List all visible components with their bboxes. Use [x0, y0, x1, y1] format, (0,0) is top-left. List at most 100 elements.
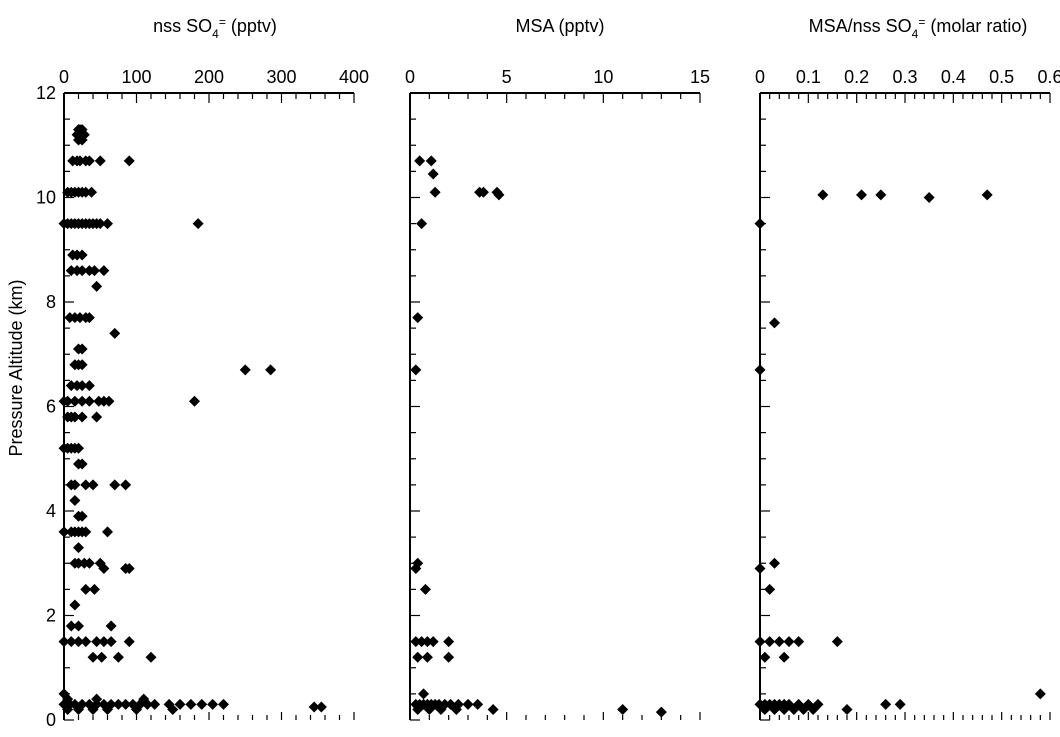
- data-point: [76, 510, 88, 522]
- data-point: [239, 364, 251, 376]
- y-axis-label: Pressure Altitude (km): [6, 279, 26, 456]
- data-point: [76, 343, 88, 355]
- data-point: [131, 704, 142, 716]
- data-point: [145, 651, 157, 663]
- data-point: [76, 380, 88, 392]
- data-point: [83, 557, 95, 569]
- x-tick-label: 300: [266, 67, 296, 87]
- data-point: [410, 364, 422, 376]
- data-point: [773, 636, 785, 648]
- data-point: [87, 704, 99, 716]
- panel-title: MSA (pptv): [515, 16, 604, 36]
- x-tick-label: 100: [121, 67, 151, 87]
- data-point: [416, 636, 428, 648]
- data-point: [655, 706, 667, 718]
- data-point: [58, 526, 70, 538]
- y-tick-label: 8: [46, 292, 56, 312]
- panel-3: MSA/nss SO4= (molar ratio) 0 0.1 0.2 0.3 0.4 0…: [754, 15, 1060, 721]
- data-point: [196, 698, 208, 710]
- data-point: [423, 704, 435, 716]
- data-point: [76, 458, 88, 470]
- data-point: [416, 218, 428, 230]
- data-point: [62, 395, 74, 407]
- data-point: [98, 636, 110, 648]
- x-tick-label: 10: [593, 67, 613, 87]
- x-tick-label: 0.1: [796, 67, 821, 87]
- data-point: [617, 704, 629, 716]
- x-tick-label: 0.6: [1037, 67, 1060, 87]
- data-point: [103, 395, 115, 407]
- data-point: [856, 189, 867, 201]
- x-tick-label: 0: [755, 67, 765, 87]
- data-point: [88, 265, 100, 277]
- data-point: [817, 189, 829, 201]
- data-point: [445, 698, 457, 710]
- data-point: [65, 265, 77, 277]
- x-tick-label: 400: [339, 67, 369, 87]
- data-point: [754, 364, 766, 376]
- data-point: [76, 249, 88, 261]
- data-point: [102, 218, 113, 230]
- data-point: [472, 698, 484, 710]
- data-point: [141, 698, 153, 710]
- data-point: [94, 218, 106, 230]
- data-point: [981, 189, 993, 201]
- data-point: [769, 557, 780, 569]
- data-point: [418, 688, 430, 700]
- x-tick-label: 0: [59, 67, 69, 87]
- y-tick-label: 0: [46, 710, 56, 730]
- data-point: [120, 698, 132, 710]
- data-point: [91, 280, 103, 292]
- y-tick-label: 4: [46, 501, 56, 521]
- data-point: [58, 636, 70, 648]
- data-point: [421, 636, 433, 648]
- panel-2: MSA (pptv) 0 5 10 15: [405, 16, 710, 721]
- y-tick-label: 10: [36, 188, 56, 208]
- data-point: [69, 479, 81, 491]
- data-point: [410, 636, 422, 648]
- data-point: [149, 698, 161, 710]
- data-point: [754, 562, 766, 574]
- data-point: [87, 651, 99, 663]
- x-tick-label: 0: [405, 67, 415, 87]
- x-tick-label: 0.2: [844, 67, 869, 87]
- data-point: [80, 583, 92, 595]
- x-tick-label: 0.3: [892, 67, 917, 87]
- panel-title: nss SO4= (pptv): [153, 15, 277, 41]
- data-point: [62, 704, 74, 716]
- data-point: [73, 542, 84, 554]
- data-point: [875, 189, 887, 201]
- data-point: [412, 704, 424, 716]
- data-point: [788, 704, 800, 716]
- data-point: [778, 651, 790, 663]
- data-point: [76, 265, 88, 277]
- data-point: [487, 704, 499, 716]
- data-point: [754, 636, 766, 648]
- data-point: [123, 155, 135, 167]
- data-point: [477, 186, 489, 198]
- data-point: [83, 395, 95, 407]
- data-point: [83, 155, 95, 167]
- data-point: [73, 557, 84, 569]
- data-point: [783, 636, 795, 648]
- data-point: [443, 636, 455, 648]
- data-point: [427, 168, 439, 180]
- data-point: [427, 636, 439, 648]
- data-point: [410, 562, 422, 574]
- data-point: [91, 411, 103, 423]
- data-point: [80, 479, 92, 491]
- data-point: [80, 636, 92, 648]
- data-point: [443, 651, 455, 663]
- data-point: [421, 651, 433, 663]
- data-point: [98, 265, 110, 277]
- data-point: [414, 155, 426, 167]
- data-point: [412, 651, 424, 663]
- data-point: [764, 583, 776, 595]
- data-point: [923, 192, 935, 203]
- x-tick-label: 15: [690, 67, 710, 87]
- data-point: [87, 479, 99, 491]
- data-point: [74, 312, 86, 324]
- data-point: [764, 636, 776, 648]
- data-point: [174, 698, 186, 710]
